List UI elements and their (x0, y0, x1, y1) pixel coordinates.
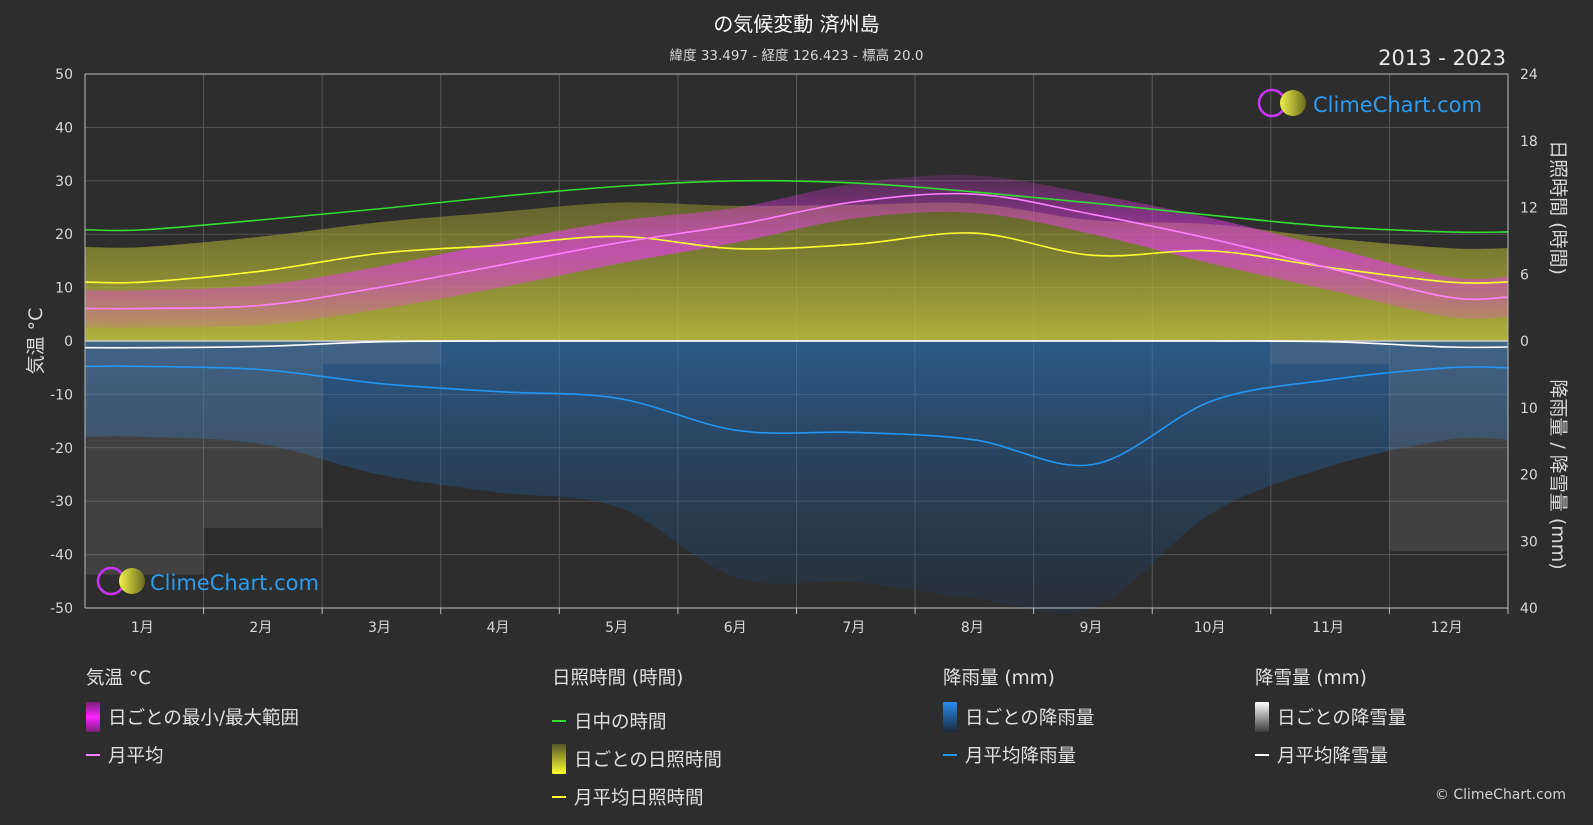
left-tick-label: 50 (55, 67, 73, 83)
legend-label: 月平均降雨量 (965, 746, 1077, 767)
legend-label: 月平均 (108, 746, 164, 767)
rain-avg-line (84, 365, 1509, 467)
line-swatch-icon (943, 754, 957, 756)
left-tick-label: 0 (64, 334, 73, 350)
legend-temperature: 気温 °C 日ごとの最小/最大範囲 月平均 (86, 664, 299, 768)
line-swatch-icon (1255, 754, 1269, 756)
snow-daily-bar (203, 341, 323, 528)
right-tick-label: 12 (1520, 201, 1538, 217)
right-axis-title-sunshine: 日照時間 (時間) (1547, 140, 1569, 275)
x-tick-label: 1月 (131, 620, 154, 636)
rain-daily-area (85, 341, 1508, 614)
right-tick-label: 6 (1520, 267, 1529, 283)
left-tick-label: -30 (50, 494, 73, 510)
snow-daily-bar (322, 341, 441, 365)
snow-daily-bar (1270, 341, 1390, 365)
range-swatch-icon (86, 702, 100, 732)
right-tick-label: 0 (1520, 334, 1529, 350)
logo-text: ClimeChart.com (1313, 93, 1482, 117)
left-tick-label: -50 (50, 601, 73, 617)
right-axis-title-precip: 降雨量 / 降雪量 (mm) (1547, 379, 1569, 569)
legend-heading: 降雪量 (mm) (1255, 668, 1367, 689)
legend-label: 月平均日照時間 (574, 788, 704, 809)
line-swatch-icon (552, 720, 566, 722)
left-tick-label: -10 (50, 387, 73, 403)
legend-item: 月平均降雨量 (943, 742, 1094, 768)
legend-item: 日ごとの日照時間 (552, 744, 722, 774)
legend-item: 日ごとの最小/最大範囲 (86, 702, 299, 732)
range-swatch-icon (552, 744, 566, 774)
temperature-avg-line (84, 192, 1509, 310)
year-range: 2013 - 2023 (1378, 46, 1506, 70)
logo-sun-icon (119, 568, 145, 594)
left-tick-label: -20 (50, 441, 73, 457)
sunshine-avg-line (84, 232, 1509, 284)
legend-heading: 日照時間 (時間) (552, 668, 684, 689)
x-tick-label: 12月 (1431, 620, 1463, 636)
x-tick-label: 10月 (1194, 620, 1226, 636)
legend-label: 日ごとの最小/最大範囲 (108, 708, 300, 729)
legend-item: 月平均 (86, 742, 299, 768)
chart-subtitle: 緯度 33.497 - 経度 126.423 - 標高 20.0 (669, 48, 924, 64)
x-tick-label: 11月 (1312, 620, 1344, 636)
x-tick-label: 9月 (1079, 620, 1102, 636)
x-tick-label: 3月 (368, 620, 391, 636)
data-bands (85, 175, 1508, 614)
x-tick-label: 7月 (842, 620, 865, 636)
legend-label: 日中の時間 (574, 712, 667, 733)
legend-heading: 気温 °C (86, 668, 152, 689)
left-tick-label: 30 (55, 174, 73, 190)
x-tick-label: 5月 (605, 620, 628, 636)
axes: 50 40 30 20 10 0 -10 -20 -30 -40 -50 24 18 12 6 0 10 20 30… (25, 67, 1569, 636)
legend-label: 月平均降雪量 (1277, 746, 1389, 767)
left-axis-title: 気温 °C (25, 308, 47, 375)
left-tick-label: 40 (55, 120, 73, 136)
range-swatch-icon (1255, 702, 1269, 732)
chart-title: の気候変動 済州島 (713, 12, 880, 36)
legend-snow: 降雪量 (mm) 日ごとの降雪量 月平均降雪量 (1255, 664, 1406, 768)
left-tick-label: 20 (55, 227, 73, 243)
x-tick-label: 6月 (724, 620, 747, 636)
legend-item: 日ごとの降雨量 (943, 702, 1094, 732)
legend-label: 日ごとの降雪量 (1277, 708, 1407, 729)
temperature-range-band (85, 175, 1508, 328)
snow-daily-bar (1389, 341, 1508, 552)
legend-item: 月平均日照時間 (552, 784, 722, 810)
legend-heading: 降雨量 (mm) (943, 668, 1055, 689)
logo-text: ClimeChart.com (150, 571, 319, 595)
right-tick-label: 10 (1520, 401, 1538, 417)
snow-avg-line (84, 340, 1509, 349)
line-swatch-icon (86, 754, 100, 756)
legend-label: 日ごとの日照時間 (574, 750, 722, 771)
copyright: © ClimeChart.com (1434, 787, 1566, 803)
logo-top: ClimeChart.com (1257, 88, 1482, 118)
snow-daily-bar (85, 341, 204, 575)
x-tick-label: 2月 (249, 620, 272, 636)
logo-bottom: ClimeChart.com (96, 566, 319, 596)
legend-label: 日ごとの降雨量 (965, 708, 1095, 729)
range-swatch-icon (943, 702, 957, 732)
daylight-line (84, 179, 1509, 234)
line-swatch-icon (552, 796, 566, 798)
right-tick-label: 20 (1520, 468, 1538, 484)
left-tick-label: -40 (50, 548, 73, 564)
right-tick-label: 30 (1520, 534, 1538, 550)
right-tick-label: 40 (1520, 601, 1538, 617)
legend-rain: 降雨量 (mm) 日ごとの降雨量 月平均降雨量 (943, 664, 1094, 768)
right-tick-label: 24 (1520, 67, 1538, 83)
legend-sunshine: 日照時間 (時間) 日中の時間 日ごとの日照時間 月平均日照時間 (552, 664, 722, 810)
x-tick-label: 8月 (961, 620, 984, 636)
x-tick-label: 4月 (487, 620, 510, 636)
right-tick-label: 18 (1520, 134, 1538, 150)
left-tick-label: 10 (55, 281, 73, 297)
logo-sun-icon (1280, 90, 1306, 116)
data-lines (84, 179, 1509, 467)
legend-item: 日ごとの降雪量 (1255, 702, 1406, 732)
legend-item: 月平均降雪量 (1255, 742, 1406, 768)
legend-item: 日中の時間 (552, 708, 722, 734)
